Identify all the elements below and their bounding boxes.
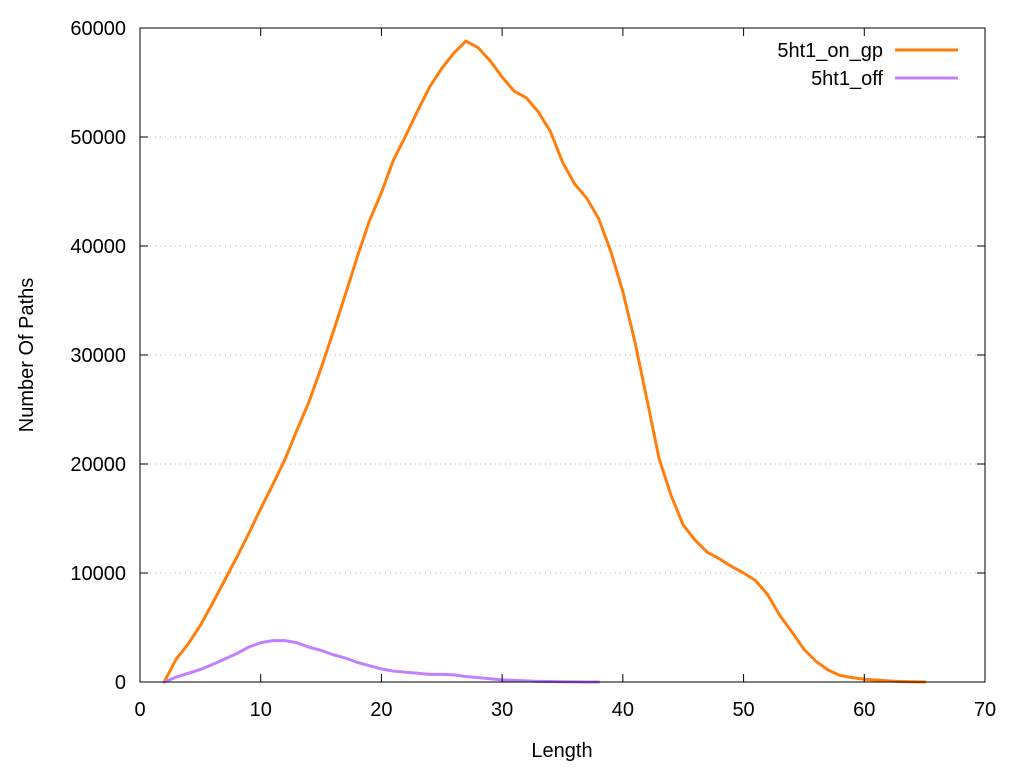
y-tick-label: 40000 <box>70 236 126 258</box>
y-tick-label: 50000 <box>70 127 126 149</box>
y-tick-label: 60000 <box>70 18 126 40</box>
y-tick-label: 10000 <box>70 563 126 585</box>
series-lines <box>162 39 927 684</box>
tick-labels: 0 10 20 30 40 50 60 70 0 10000 20000 30000 40000 5000… <box>70 18 996 721</box>
legend: 5ht1_on_gp 5ht1_off <box>777 40 958 90</box>
x-tick-label: 0 <box>134 699 145 721</box>
x-axis-title: Length <box>531 740 592 762</box>
y-tick-label: 20000 <box>70 454 126 476</box>
x-tick-label: 20 <box>370 699 392 721</box>
axes <box>139 27 986 683</box>
x-tick-label: 50 <box>732 699 754 721</box>
legend-label: 5ht1_on_gp <box>777 40 883 62</box>
y-tick-label: 30000 <box>70 345 126 367</box>
x-tick-label: 40 <box>612 699 634 721</box>
series-line-5ht1_on_gp <box>162 39 927 684</box>
legend-label: 5ht1_off <box>811 68 883 90</box>
y-tick-label: 0 <box>115 672 126 694</box>
x-tick-label: 10 <box>250 699 272 721</box>
grid-lines <box>140 136 985 574</box>
x-tick-label: 30 <box>491 699 513 721</box>
series-line-5ht1_off <box>162 639 601 684</box>
y-axis-title: Number Of Paths <box>16 278 38 433</box>
x-tick-label: 60 <box>853 699 875 721</box>
x-tick-label: 70 <box>974 699 996 721</box>
